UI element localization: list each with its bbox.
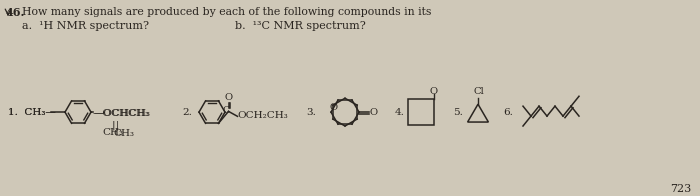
Text: 3.: 3. (306, 108, 316, 117)
Text: O: O (430, 87, 438, 96)
Text: OCH₂CH₃: OCH₂CH₃ (237, 111, 288, 120)
Text: O: O (369, 108, 377, 117)
Text: —OCHCH₃: —OCHCH₃ (93, 109, 150, 118)
Text: 1.  CH₃—: 1. CH₃— (8, 108, 56, 117)
Text: 5.: 5. (453, 108, 463, 117)
Text: C: C (223, 106, 230, 115)
Text: 6.: 6. (503, 108, 513, 117)
Text: a.  ¹H NMR spectrum?: a. ¹H NMR spectrum? (22, 21, 149, 31)
Text: |: | (116, 120, 119, 130)
Text: 4.: 4. (395, 108, 405, 117)
Text: 2.: 2. (182, 108, 192, 117)
Bar (0, 84, 180, 154)
Text: 723: 723 (670, 184, 692, 194)
Text: O: O (330, 103, 338, 112)
Text: CH₃: CH₃ (102, 128, 123, 137)
Text: |: | (111, 120, 115, 130)
Text: CH₃: CH₃ (113, 129, 134, 138)
Text: 1.  CH₃—: 1. CH₃— (8, 108, 56, 117)
Text: How many signals are produced by each of the following compounds in its: How many signals are produced by each of… (22, 7, 431, 17)
Text: b.  ¹³C NMR spectrum?: b. ¹³C NMR spectrum? (235, 21, 365, 31)
Text: 46.: 46. (5, 7, 24, 18)
Text: —OCHCH₃: —OCHCH₃ (94, 109, 151, 118)
Text: Cl: Cl (474, 87, 484, 96)
Text: O: O (225, 93, 232, 102)
